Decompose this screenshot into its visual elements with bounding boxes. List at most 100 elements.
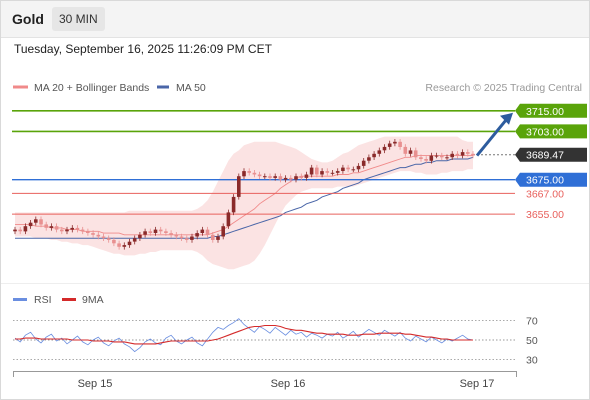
candle-body (195, 233, 199, 237)
candle-body (455, 153, 460, 156)
candle-body (356, 165, 361, 170)
symbol-title: Gold (12, 11, 44, 27)
candle-body (309, 167, 314, 175)
candle-body (315, 167, 319, 175)
candle-body (440, 155, 444, 158)
bollinger-band-fill (15, 136, 473, 270)
legend-swatch-rsi (13, 298, 27, 301)
candle-body (367, 157, 371, 161)
candle-body (466, 152, 470, 154)
candle-body (382, 146, 387, 151)
candle-body (164, 231, 168, 233)
candle-body (18, 229, 22, 232)
candle-body (325, 171, 330, 173)
forecast-arrow-head (500, 112, 513, 125)
candle-body (283, 177, 288, 180)
candle-body (205, 229, 210, 235)
candle-body (101, 236, 106, 239)
candle-body (54, 226, 59, 230)
x-tick-label: Sep 17 (460, 378, 495, 390)
rsi-tick-label: 70 (526, 316, 538, 328)
rsi-lines: 70 50 30 (13, 316, 538, 366)
candle-body (13, 229, 17, 232)
candle-body (320, 171, 324, 175)
legend-swatch-9ma (62, 298, 76, 301)
candle-body (393, 141, 397, 144)
candle-body (294, 176, 298, 180)
candle-body (460, 152, 465, 156)
legend-label-ma50: MA 50 (176, 82, 206, 94)
candle-body (387, 143, 392, 147)
rsi-line (14, 318, 474, 353)
level-tag-price (515, 147, 587, 162)
legend-swatch-ma50 (157, 85, 169, 89)
ma50-line (15, 156, 474, 239)
forecast-arrow-shaft (475, 117, 509, 157)
candle-body (49, 226, 54, 228)
candle-body (200, 229, 205, 233)
candle-body (398, 141, 402, 147)
level-label: 3675.00 (526, 175, 564, 187)
candle-body (242, 171, 246, 177)
candle-body (106, 238, 111, 240)
candle-body (445, 157, 449, 159)
candle-body (273, 176, 277, 178)
candle-body (96, 234, 101, 237)
price-panel: MA 20 + Bollinger Bands MA 50 Research ©… (12, 82, 587, 270)
candle-body (263, 176, 267, 178)
legend-label-9ma: 9MA (82, 294, 104, 306)
chart-header: Gold 30 MIN (1, 1, 589, 38)
x-tick-label: Sep 16 (271, 378, 306, 390)
candle-body (403, 146, 408, 154)
candle-body (268, 176, 272, 178)
candle-body (39, 219, 43, 225)
candle-body (299, 176, 303, 178)
candle-body (252, 172, 257, 175)
candle-body (86, 231, 90, 233)
candle-body (216, 236, 220, 240)
candle-body (190, 236, 194, 240)
candle-body (278, 176, 283, 180)
candle-body (23, 226, 28, 232)
rsi-ma-line (15, 324, 473, 345)
rsi-tick-label: 30 (526, 354, 538, 366)
candlesticks (13, 139, 475, 250)
candle-body (75, 227, 80, 230)
ma20-line (15, 155, 473, 236)
candle-body (372, 153, 376, 158)
candle-body (419, 157, 423, 159)
candle-body (158, 229, 163, 232)
candle-body (289, 177, 293, 180)
candle-body (143, 231, 147, 235)
candle-body (138, 234, 142, 239)
x-tick-label: Sep 15 (78, 378, 113, 390)
candle-body (112, 239, 116, 244)
candle-body (148, 231, 153, 233)
candle-body (247, 171, 251, 173)
timeframe-button[interactable]: 30 MIN (52, 7, 105, 31)
candle-body (377, 150, 382, 154)
candle-body (28, 222, 33, 227)
level-label: 3655.00 (526, 209, 564, 221)
level-tag-resistance (515, 103, 587, 118)
forecast-arrow (475, 112, 513, 157)
candle-body (226, 212, 231, 227)
candle-body (237, 176, 241, 197)
x-axis: Sep 15 Sep 16 Sep 17 (13, 371, 517, 390)
candle-body (184, 238, 189, 240)
rsi-panel: RSI 9MA 70 50 30 (13, 294, 538, 366)
candle-body (132, 238, 137, 242)
candle-body (341, 167, 345, 171)
candle-body (169, 233, 173, 235)
candle-body (80, 229, 85, 232)
candle-body (174, 234, 179, 237)
level-tag-support (515, 172, 587, 187)
candle-body (434, 155, 439, 157)
bollinger-bands (15, 136, 474, 270)
candle-body (257, 174, 262, 177)
level-label: 3689.47 (526, 150, 564, 162)
candle-body (413, 150, 418, 158)
candle-body (153, 229, 158, 233)
candle-body (60, 229, 64, 232)
